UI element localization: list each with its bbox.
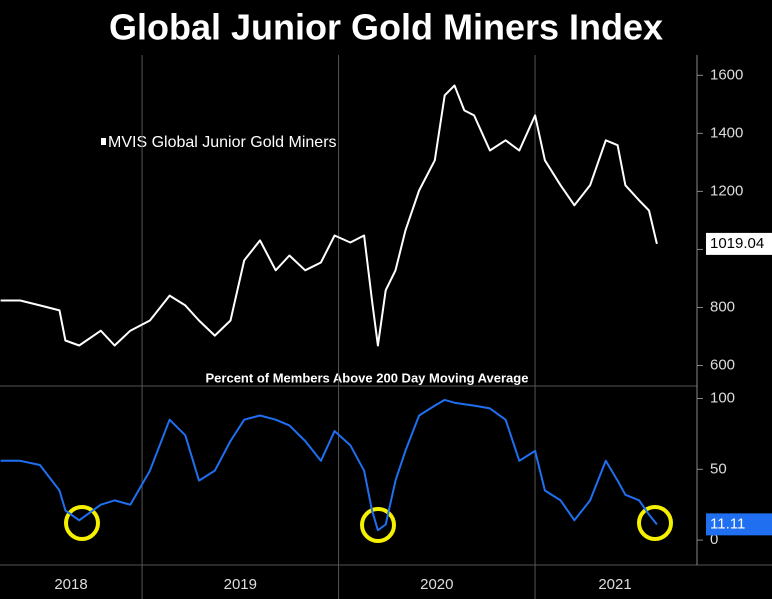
highlight-circle	[360, 507, 396, 543]
last-value-box	[706, 513, 772, 536]
y-tick-label: 600	[710, 356, 735, 373]
y-tick-label: 800	[710, 298, 735, 315]
legend-label: MVIS Global Junior Gold Miners	[108, 134, 337, 151]
legend-swatch	[101, 138, 106, 145]
series-line	[0, 398, 658, 532]
y-tick-label: 100	[710, 389, 735, 406]
y-tick-label: 1400	[710, 124, 743, 141]
y-tick-label: 1600	[710, 66, 743, 83]
panel-title: Percent of Members Above 200 Day Moving …	[206, 370, 529, 385]
highlight-circle	[637, 505, 673, 541]
last-value-label: 11.11	[710, 515, 745, 532]
x-tick-label: 2021	[598, 576, 631, 593]
highlight-circle	[64, 505, 100, 541]
chart-title: Global Junior Gold Miners Index	[109, 7, 663, 48]
x-tick-label: 2018	[54, 576, 87, 593]
x-tick-label: 2020	[420, 576, 453, 593]
y-tick-label: 1200	[710, 182, 743, 199]
last-value-box	[706, 232, 772, 255]
last-value-label: 1019.04	[710, 235, 764, 252]
y-tick-label: 0	[710, 531, 718, 548]
y-tick-label: 50	[710, 460, 727, 477]
x-tick-label: 2019	[224, 576, 257, 593]
series-line	[0, 84, 658, 347]
